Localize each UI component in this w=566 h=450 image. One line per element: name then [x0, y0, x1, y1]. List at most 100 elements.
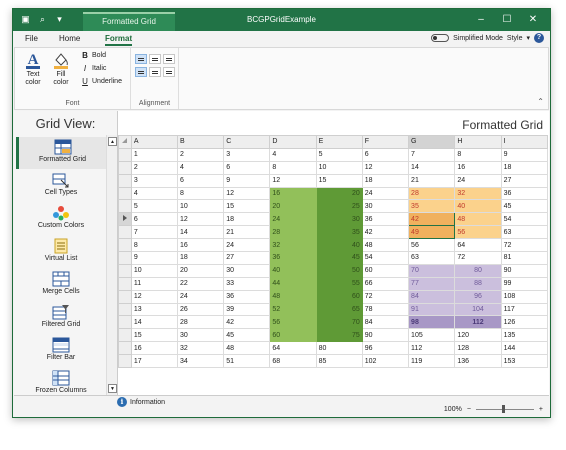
grid-cell[interactable]: 60 — [269, 328, 317, 343]
grid-cell[interactable]: 8 — [269, 160, 317, 175]
grid-cell[interactable]: 36 — [223, 289, 271, 304]
tab-home[interactable]: Home — [59, 34, 81, 43]
grid-cell[interactable]: 20 — [269, 199, 317, 214]
print-icon[interactable]: ▣ — [21, 14, 30, 24]
grid-cell[interactable]: 56 — [269, 315, 317, 330]
grid-cell[interactable]: 60 — [315, 289, 363, 304]
grid-cell[interactable]: 99 — [500, 276, 548, 291]
column-header-h[interactable]: H — [454, 135, 502, 149]
grid-cell[interactable]: 66 — [361, 276, 410, 291]
tab-format[interactable]: Format — [105, 34, 133, 46]
grid-cell[interactable]: 45 — [223, 328, 271, 343]
grid-cell[interactable]: 15 — [223, 199, 271, 214]
column-header-b[interactable]: B — [177, 135, 225, 149]
grid-cell[interactable]: 25 — [315, 199, 363, 214]
grid-cell[interactable]: 98 — [408, 315, 456, 330]
grid-cell[interactable]: 60 — [361, 263, 410, 278]
grid-cell[interactable]: 9 — [223, 173, 271, 188]
grid-cell[interactable]: 48 — [361, 238, 410, 253]
grid-cell[interactable]: 88 — [454, 276, 502, 291]
grid-cell[interactable]: 105 — [408, 328, 456, 343]
grid-cell[interactable]: 18 — [223, 212, 271, 227]
grid-cell[interactable]: 72 — [361, 289, 410, 304]
grid-cell[interactable]: 24 — [454, 173, 502, 188]
grid-cell[interactable]: 12 — [177, 212, 225, 227]
help-icon[interactable]: ? — [534, 33, 544, 43]
zoom-slider[interactable] — [475, 405, 534, 413]
sidebar-item-frozen-columns[interactable]: Frozen Columns — [16, 368, 106, 395]
grid-cell[interactable]: 1 — [130, 147, 179, 162]
grid-cell[interactable]: 10 — [130, 263, 179, 278]
grid-cell[interactable]: 72 — [454, 251, 502, 265]
grid-cell[interactable]: 32 — [454, 186, 502, 201]
grid-cell[interactable]: 4 — [177, 160, 225, 175]
grid-cell[interactable]: 30 — [177, 328, 225, 343]
column-header-f[interactable]: F — [361, 135, 410, 149]
grid-cell[interactable]: 18 — [361, 173, 410, 188]
grid-cell[interactable]: 80 — [454, 263, 502, 278]
sidebar-scrollbar[interactable]: ▲ ▼ — [106, 135, 117, 395]
align-middle-icon[interactable] — [149, 54, 161, 64]
grid-cell[interactable]: 112 — [408, 341, 456, 356]
grid-cell[interactable]: 7 — [130, 225, 179, 240]
grid-cell[interactable]: 63 — [500, 225, 548, 240]
grid-cell[interactable]: 50 — [315, 263, 363, 278]
grid-cell[interactable]: 128 — [454, 341, 502, 356]
grid-cell[interactable]: 6 — [130, 212, 179, 227]
underline-button[interactable]: U Underline — [81, 77, 122, 86]
grid-cell[interactable]: 45 — [315, 251, 363, 265]
grid-cell[interactable]: 12 — [361, 160, 410, 175]
grid-cell[interactable]: 85 — [315, 354, 363, 369]
grid-cell[interactable]: 48 — [269, 289, 317, 304]
row-header[interactable] — [118, 354, 132, 369]
grid-cell[interactable]: 56 — [454, 225, 502, 240]
sidebar-item-virtual-list[interactable]: Virtual List — [16, 236, 106, 268]
column-header-i[interactable]: I — [500, 135, 548, 149]
align-right-icon[interactable] — [163, 67, 175, 77]
row-header[interactable] — [118, 160, 132, 175]
grid-cell[interactable]: 22 — [177, 276, 225, 291]
maximize-icon[interactable]: ☐ — [502, 14, 512, 25]
grid-cell[interactable]: 27 — [223, 251, 271, 265]
grid-cell[interactable]: 96 — [361, 341, 410, 356]
grid-cell[interactable]: 81 — [500, 251, 548, 265]
grid-cell[interactable]: 70 — [408, 263, 456, 278]
grid-cell[interactable]: 117 — [500, 302, 548, 317]
grid-cell[interactable]: 70 — [315, 315, 363, 330]
grid-cell[interactable]: 84 — [408, 289, 456, 304]
column-header-a[interactable]: A — [130, 135, 179, 149]
grid-cell[interactable]: 126 — [500, 315, 548, 330]
grid-cell[interactable]: 36 — [269, 251, 317, 265]
grid-cell[interactable]: 39 — [223, 302, 271, 317]
scroll-up-icon[interactable]: ▲ — [108, 137, 117, 146]
grid-cell[interactable]: 16 — [454, 160, 502, 175]
simplified-mode-toggle[interactable] — [431, 34, 450, 42]
grid-cell[interactable]: 48 — [454, 212, 502, 227]
grid-cell[interactable]: 40 — [269, 263, 317, 278]
bold-button[interactable]: B Bold — [81, 51, 106, 60]
grid-cell[interactable]: 21 — [223, 225, 271, 240]
row-header[interactable] — [118, 263, 132, 278]
collapse-ribbon-icon[interactable]: ⌃ — [537, 97, 544, 106]
grid-cell[interactable]: 102 — [361, 354, 410, 369]
row-header[interactable] — [118, 315, 132, 330]
grid-cell[interactable]: 56 — [408, 238, 456, 253]
align-left-icon[interactable] — [135, 67, 147, 77]
row-header[interactable] — [118, 341, 132, 356]
grid-cell[interactable]: 24 — [223, 238, 271, 253]
grid-cell[interactable]: 65 — [315, 302, 363, 317]
align-center-icon[interactable] — [149, 67, 161, 77]
grid-cell[interactable]: 75 — [315, 328, 363, 343]
sidebar-item-filtered-grid[interactable]: Filtered Grid — [16, 302, 106, 334]
grid-cell[interactable]: 8 — [130, 238, 179, 253]
row-header[interactable] — [118, 289, 132, 304]
grid-cell[interactable]: 30 — [361, 199, 410, 214]
grid-cell[interactable]: 42 — [223, 315, 271, 330]
column-header-d[interactable]: D — [269, 135, 317, 149]
grid-cell[interactable]: 35 — [408, 199, 456, 214]
grid-cell[interactable]: 28 — [177, 315, 225, 330]
grid-cell[interactable]: 20 — [315, 186, 363, 201]
italic-button[interactable]: I Italic — [81, 64, 107, 73]
align-top-icon[interactable] — [135, 54, 147, 64]
grid-cell[interactable]: 42 — [361, 225, 410, 240]
